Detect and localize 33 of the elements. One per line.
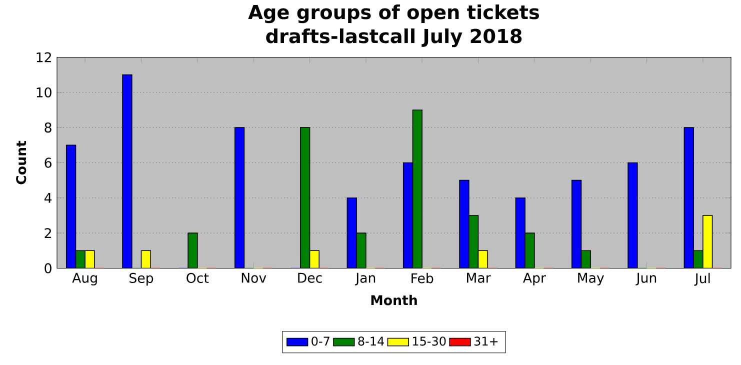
y-tick-label: 12 [36,52,51,62]
chart-title: Age groups of open tickets [248,4,540,24]
x-tick-label: Aug [72,272,97,286]
x-tick-label: Jun [636,272,656,286]
bar [234,127,245,268]
x-tick-label: Mar [466,272,491,283]
legend-label: 31+ [474,336,498,346]
x-tick-label: Jan [354,272,376,286]
x-tick-label: Sep [130,272,154,286]
y-tick-label: 6 [44,158,52,168]
bar [412,109,422,268]
y-tick-label: 8 [44,122,52,132]
bar [300,127,310,268]
y-tick-label: 2 [44,228,51,238]
legend-label: 8-14 [358,336,384,346]
legend-label: 15-30 [412,336,446,346]
y-tick-label: 4 [44,192,52,203]
x-tick-label: May [578,272,604,286]
bar [628,162,638,268]
x-tick-label: Jul [694,272,710,286]
x-tick-label: Dec [298,272,322,283]
legend-label: 0-7 [312,336,330,346]
x-tick-label: Oct [186,272,209,283]
x-tick-label: Feb [412,272,434,284]
x-axis-title: Month [371,294,417,306]
x-tick-label: Nov [242,272,266,283]
x-tick-label: Apr [522,272,546,286]
y-tick-label: 0 [44,263,52,274]
bar [140,250,152,268]
y-tick-label: 10 [36,87,52,98]
bar [122,74,132,268]
chart-subtitle: drafts-lastcall July 2018 [266,28,522,48]
y-axis-title: Count [16,140,26,184]
